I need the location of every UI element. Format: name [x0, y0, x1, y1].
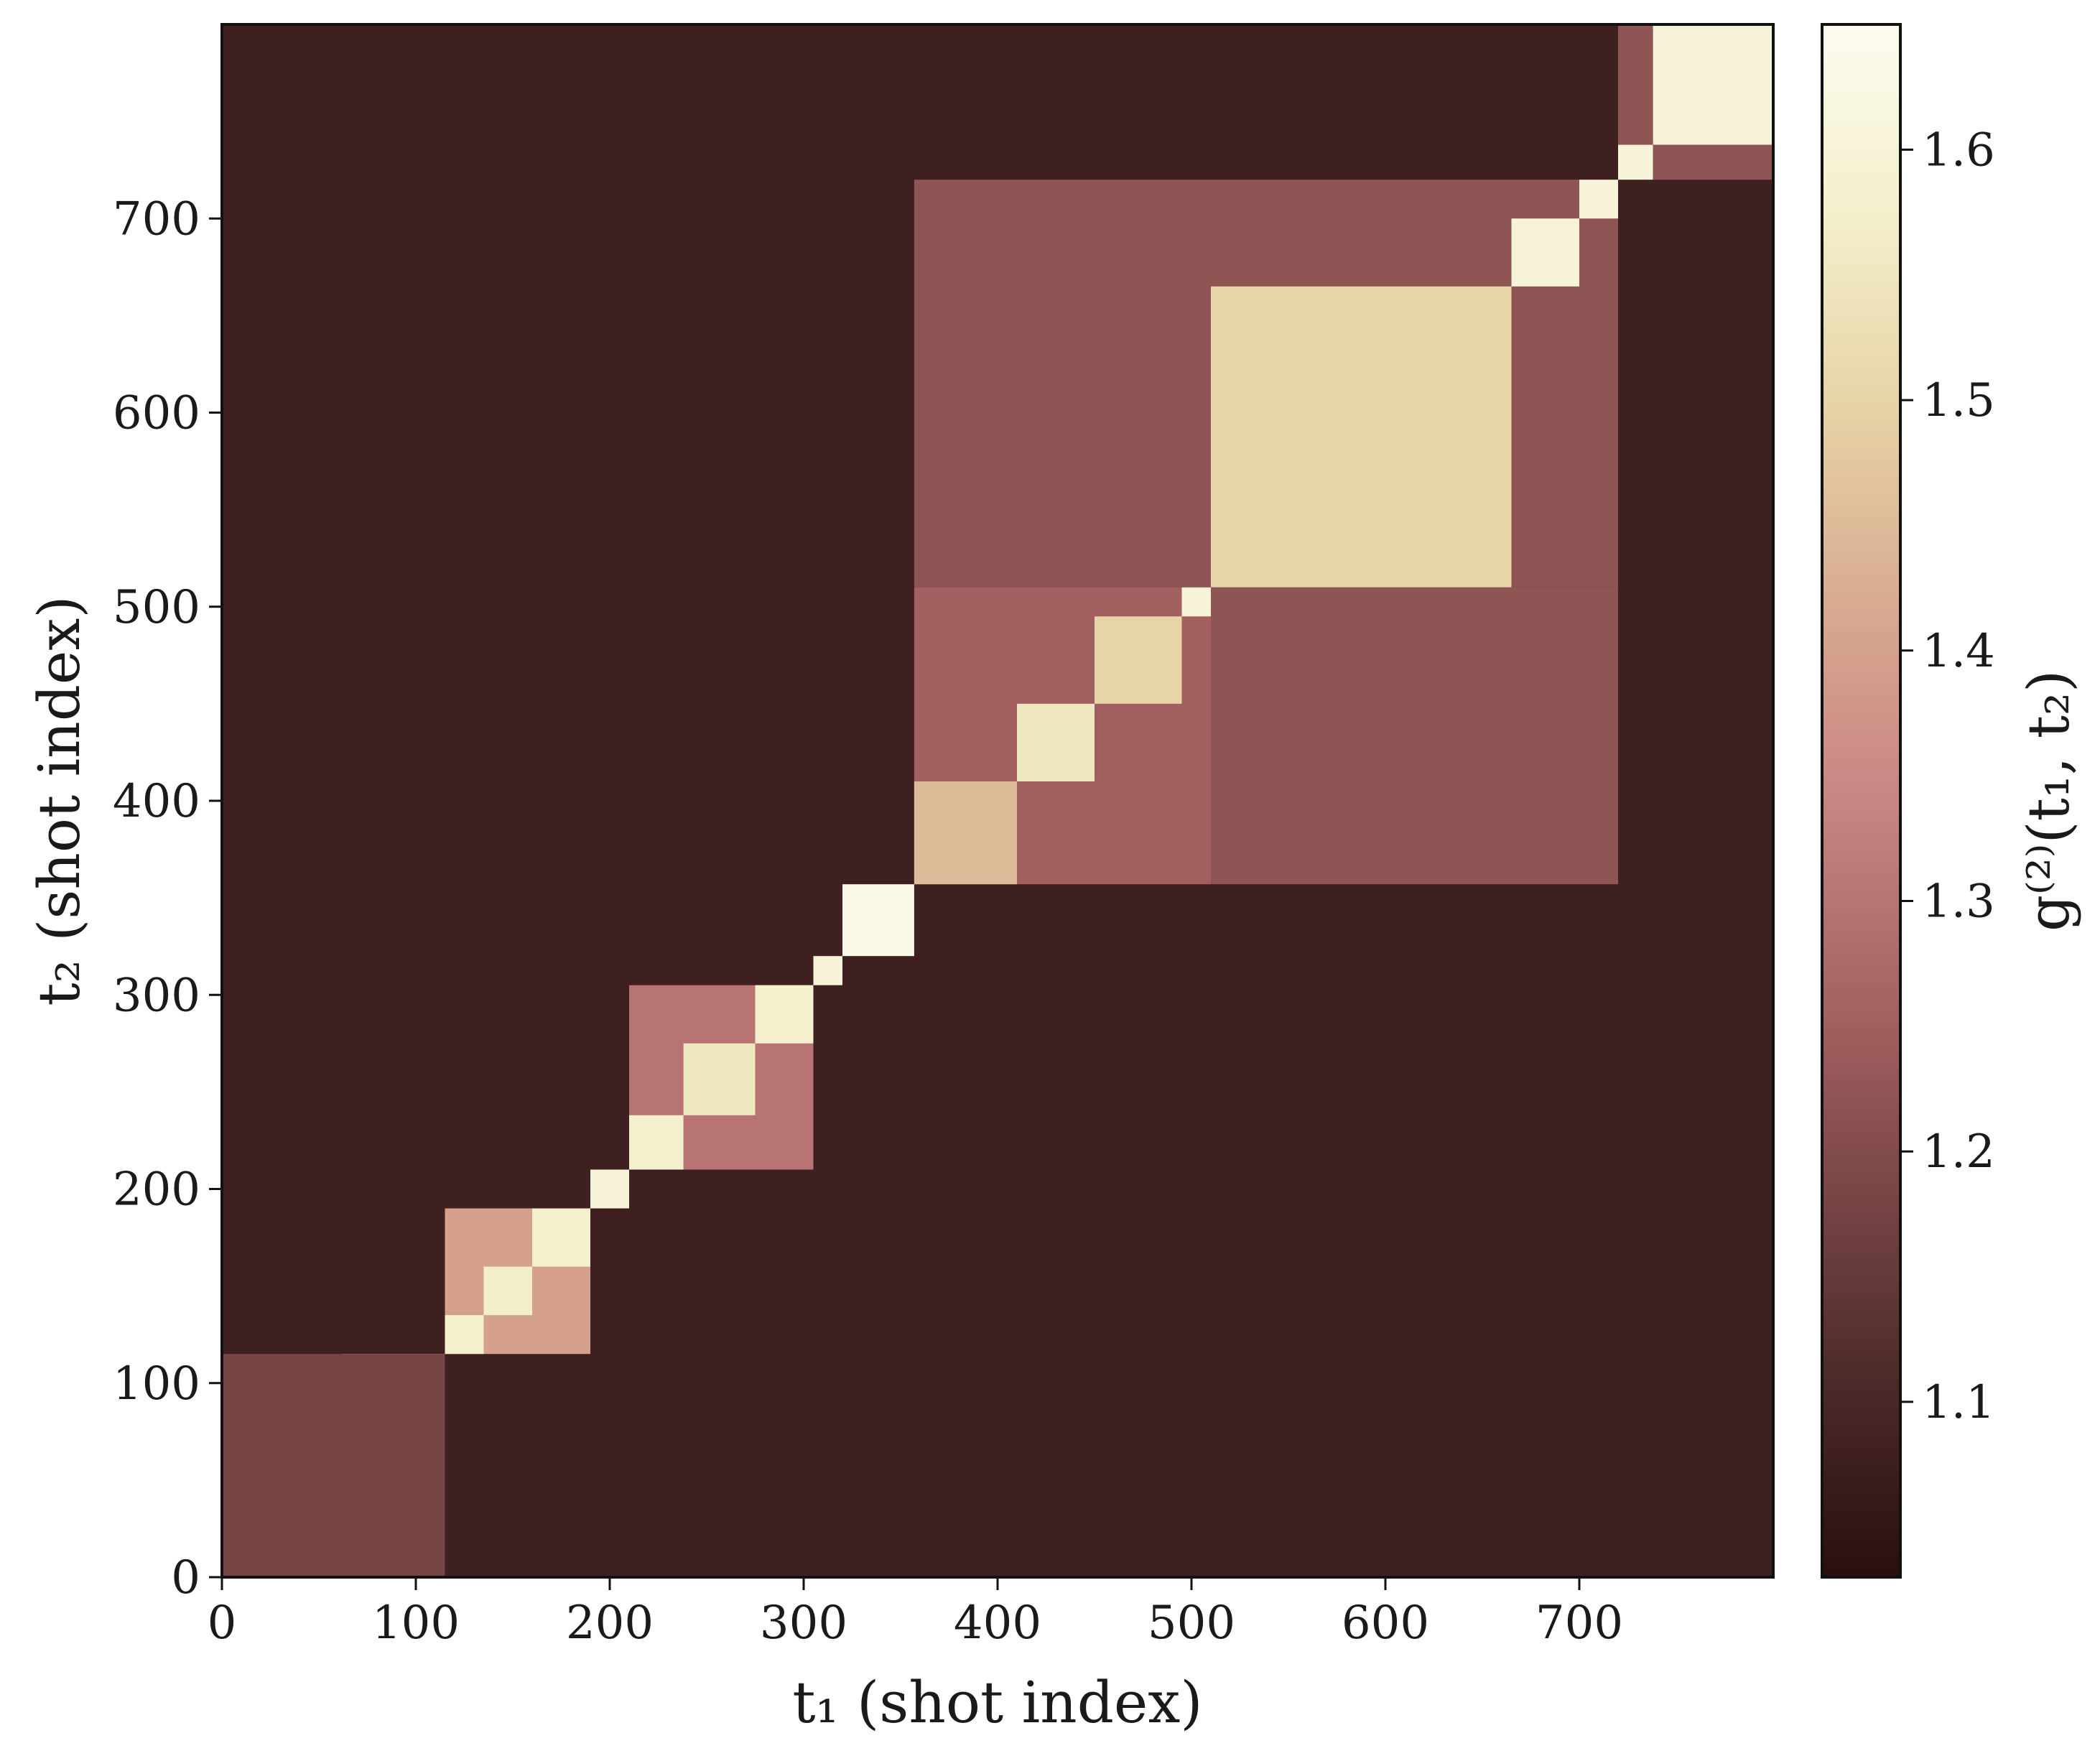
y-tick-label: 600 — [113, 387, 200, 440]
x-tick-label: 400 — [954, 1597, 1041, 1650]
heatmap-block — [1017, 703, 1095, 781]
x-tick-label: 0 — [208, 1597, 237, 1650]
heatmap-block — [590, 1169, 629, 1209]
x-tick-label: 100 — [372, 1597, 460, 1650]
y-tick-label: 700 — [113, 192, 200, 246]
x-axis-ticks: 0 100 200 300 400 500 600 700 — [208, 1577, 1623, 1650]
heatmap-block — [914, 781, 1017, 885]
heatmap-block — [1095, 616, 1182, 704]
y-axis-label: t₂ (shot index) — [26, 595, 93, 1005]
x-axis-label: t₁ (shot index) — [792, 1669, 1202, 1736]
heatmap-block — [532, 1208, 590, 1267]
heatmap-block — [755, 985, 814, 1044]
x-tick-label: 200 — [566, 1597, 654, 1650]
y-tick-label: 300 — [113, 969, 200, 1022]
colorbar-tick-label: 1.3 — [1922, 875, 1995, 928]
x-tick-label: 600 — [1342, 1597, 1429, 1650]
heatmap-block — [1211, 587, 1618, 885]
y-tick-label: 0 — [171, 1551, 200, 1604]
colorbar-tick-label: 1.4 — [1922, 625, 1995, 678]
heatmap-block — [483, 1266, 532, 1316]
y-axis-ticks: 0 100 200 300 400 500 600 700 — [113, 192, 222, 1604]
heatmap-block — [842, 884, 914, 957]
heatmap-block — [683, 1043, 756, 1115]
colorbar-label: g⁽²⁾(t₁, t₂) — [2015, 670, 2082, 932]
heatmap-block — [1181, 587, 1211, 617]
heatmap-block — [1653, 144, 1773, 180]
heatmap-area — [222, 24, 1773, 1577]
heatmap-block — [629, 1115, 684, 1170]
heatmap-block — [1653, 24, 1773, 145]
x-tick-label: 300 — [760, 1597, 847, 1650]
colorbar-tick-label: 1.6 — [1922, 124, 1995, 177]
heatmap-block — [1211, 286, 1512, 587]
y-tick-label: 500 — [113, 581, 200, 634]
heatmap-block — [1579, 180, 1618, 219]
y-tick-label: 100 — [113, 1357, 200, 1411]
heatmap-block — [445, 1315, 484, 1355]
colorbar-tick-label: 1.5 — [1922, 374, 1995, 427]
heatmap-block — [813, 956, 842, 985]
x-tick-label: 700 — [1535, 1597, 1623, 1650]
y-tick-label: 400 — [113, 775, 200, 828]
y-tick-label: 200 — [113, 1163, 200, 1217]
colorbar — [1821, 23, 1902, 1579]
heatmap-block — [1618, 144, 1653, 180]
x-tick-label: 500 — [1148, 1597, 1235, 1650]
heatmap-block — [1511, 218, 1579, 287]
heatmap-block — [222, 1354, 445, 1577]
colorbar-tick-label: 1.2 — [1922, 1125, 1995, 1179]
colorbar-tick-label: 1.1 — [1922, 1376, 1995, 1429]
colorbar-ticks: 1.1 1.2 1.3 1.4 1.5 1.6 — [1900, 124, 1995, 1429]
